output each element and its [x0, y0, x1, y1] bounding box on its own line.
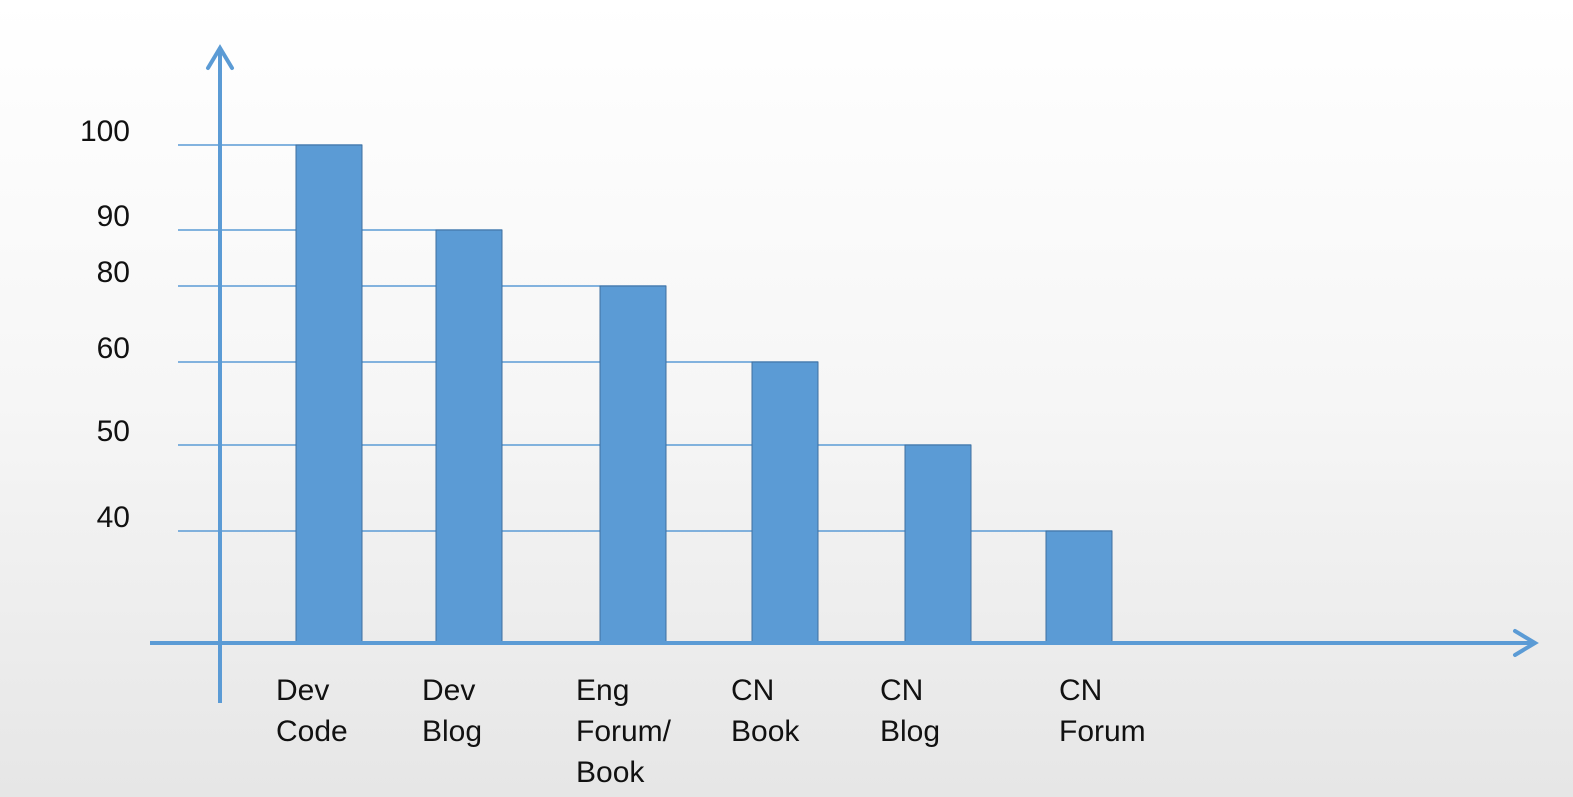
x-category-labels: Dev Code Dev Blog Eng Forum/Book CN Book CN Blog C… — [276, 674, 1146, 789]
y-tick-label-40: 40 — [97, 501, 130, 534]
bar-1 — [435, 229, 503, 644]
x-axis-arrow — [1513, 629, 1539, 657]
y-tick-label-60: 60 — [97, 332, 130, 365]
bar-2 — [599, 285, 667, 644]
y-tick-label-50: 50 — [97, 415, 130, 448]
y-tick-label-100: 100 — [80, 115, 130, 148]
y-tick-label-90: 90 — [97, 200, 130, 233]
x-tick-label-0: Dev Code — [276, 674, 348, 748]
bars — [295, 144, 1113, 644]
bar-0 — [295, 144, 363, 644]
x-tick-label-4: CN Blog — [880, 674, 940, 748]
y-tick-label-80: 80 — [97, 256, 130, 289]
y-tick-labels: 100 90 80 60 50 40 — [80, 115, 130, 534]
x-tick-label-2: Eng Forum/Book — [576, 674, 672, 789]
bar-3 — [751, 361, 819, 644]
x-tick-label-1: Dev Blog — [422, 674, 482, 748]
bar-5 — [1045, 530, 1113, 644]
y-axis-arrow — [206, 44, 234, 70]
bar-4 — [904, 444, 972, 644]
axes — [150, 44, 1539, 703]
x-tick-label-3: CN Book — [731, 674, 800, 748]
x-tick-label-5: CN Forum — [1059, 674, 1146, 748]
